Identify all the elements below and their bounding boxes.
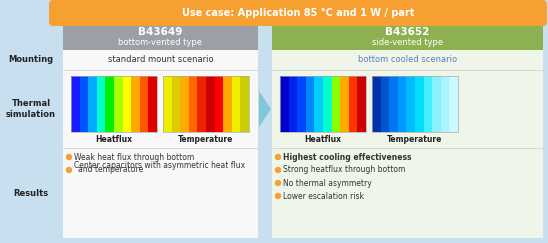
Text: No thermal asymmetry: No thermal asymmetry: [283, 179, 372, 188]
Circle shape: [276, 181, 281, 185]
Bar: [206, 76, 215, 132]
Bar: [241, 76, 249, 132]
Circle shape: [66, 155, 71, 159]
Text: side-vented type: side-vented type: [372, 38, 443, 47]
Bar: [289, 76, 297, 132]
Text: Highest cooling effectiveness: Highest cooling effectiveness: [283, 153, 412, 162]
Bar: [272, 50, 543, 238]
Bar: [149, 76, 157, 132]
Text: Strong heatflux through bottom: Strong heatflux through bottom: [283, 165, 406, 174]
Bar: [349, 76, 357, 132]
Circle shape: [276, 193, 281, 199]
Bar: [232, 76, 241, 132]
Bar: [372, 76, 458, 132]
Bar: [71, 76, 157, 132]
Circle shape: [276, 167, 281, 173]
Bar: [381, 76, 389, 132]
Bar: [63, 24, 258, 50]
Bar: [63, 50, 258, 238]
Text: B43652: B43652: [385, 27, 430, 37]
Circle shape: [66, 167, 71, 173]
Bar: [424, 76, 432, 132]
Bar: [71, 76, 79, 132]
Bar: [215, 76, 223, 132]
Bar: [315, 76, 323, 132]
Bar: [140, 76, 149, 132]
Text: Heatflux: Heatflux: [95, 135, 133, 144]
Text: Weak heat flux through bottom: Weak heat flux through bottom: [74, 153, 194, 162]
Bar: [131, 76, 140, 132]
Text: Center capacitors with asymmetric heat flux: Center capacitors with asymmetric heat f…: [74, 161, 245, 170]
Bar: [407, 76, 415, 132]
Bar: [223, 76, 232, 132]
Text: bottom cooled scenario: bottom cooled scenario: [358, 55, 457, 64]
Bar: [306, 76, 315, 132]
FancyBboxPatch shape: [49, 0, 547, 26]
Text: Temperature: Temperature: [387, 135, 443, 144]
Bar: [441, 76, 449, 132]
Text: B43649: B43649: [138, 27, 182, 37]
Bar: [323, 76, 332, 132]
Bar: [114, 76, 123, 132]
Text: and temperature: and temperature: [78, 165, 143, 174]
Polygon shape: [259, 91, 271, 127]
Bar: [280, 76, 289, 132]
Bar: [398, 76, 407, 132]
Bar: [189, 76, 197, 132]
Bar: [123, 76, 131, 132]
Bar: [163, 76, 172, 132]
Text: bottom-vented type: bottom-vented type: [118, 38, 203, 47]
Bar: [449, 76, 458, 132]
Text: Mounting: Mounting: [8, 55, 54, 64]
Bar: [332, 76, 340, 132]
Bar: [88, 76, 97, 132]
Text: Thermal
simulation: Thermal simulation: [6, 99, 56, 119]
Bar: [297, 76, 306, 132]
Circle shape: [276, 155, 281, 159]
Bar: [105, 76, 114, 132]
Bar: [79, 76, 88, 132]
Bar: [197, 76, 206, 132]
Text: Lower escalation risk: Lower escalation risk: [283, 191, 364, 200]
Text: Heatflux: Heatflux: [305, 135, 341, 144]
Bar: [357, 76, 366, 132]
Bar: [415, 76, 424, 132]
Bar: [272, 24, 543, 50]
Bar: [180, 76, 189, 132]
Text: Use case: Application 85 °C and 1 W / part: Use case: Application 85 °C and 1 W / pa…: [182, 8, 414, 18]
Bar: [97, 76, 105, 132]
Bar: [163, 76, 249, 132]
Text: Temperature: Temperature: [178, 135, 233, 144]
Text: Results: Results: [14, 189, 49, 198]
Bar: [340, 76, 349, 132]
Bar: [372, 76, 381, 132]
Bar: [432, 76, 441, 132]
Text: standard mount scenario: standard mount scenario: [108, 55, 213, 64]
Bar: [280, 76, 366, 132]
Bar: [172, 76, 180, 132]
Bar: [389, 76, 398, 132]
